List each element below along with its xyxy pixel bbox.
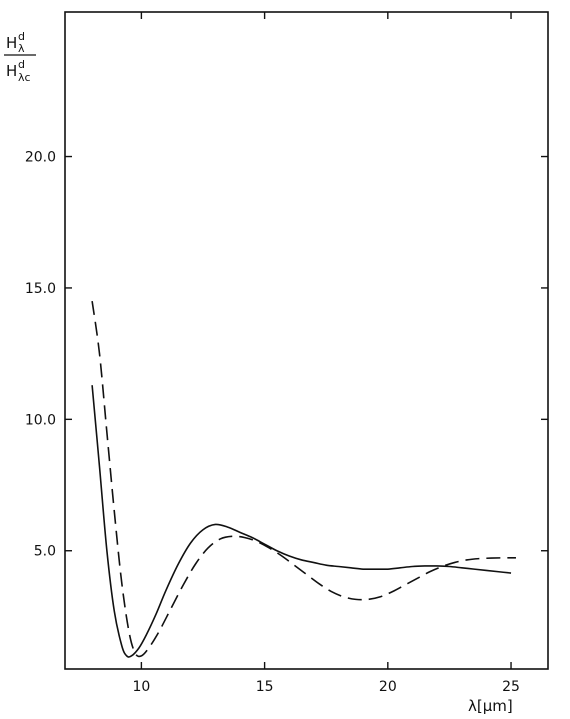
x-tick-label: 20 <box>379 679 397 695</box>
ticks-layer: 10 15 20 25 5.0 10.0 15.0 20.0 <box>25 12 548 695</box>
ylabel-denominator-sup: d <box>18 58 25 71</box>
ylabel-numerator-sub: λ <box>18 42 25 55</box>
x-tick-label: 25 <box>502 679 520 695</box>
x-axis-label: λ[μm] <box>468 697 513 715</box>
series-line-dashed <box>91 300 516 658</box>
y-tick-label: 10.0 <box>25 412 56 428</box>
y-axis-label: H d λ H d λc <box>4 30 36 84</box>
y-tick-label: 20.0 <box>25 150 56 166</box>
ylabel-numerator-sup: d <box>18 30 25 43</box>
plot-frame <box>64 11 549 670</box>
ylabel-numerator: H <box>6 34 17 52</box>
series-layer <box>91 300 516 658</box>
series-line-solid <box>91 385 512 658</box>
y-tick-label: 15.0 <box>25 281 56 297</box>
ylabel-denominator: H <box>6 62 17 80</box>
x-tick-label: 10 <box>132 679 150 695</box>
x-tick-label: 15 <box>256 679 274 695</box>
y-tick-label: 5.0 <box>34 544 56 560</box>
ylabel-denominator-sub: λc <box>18 71 31 84</box>
